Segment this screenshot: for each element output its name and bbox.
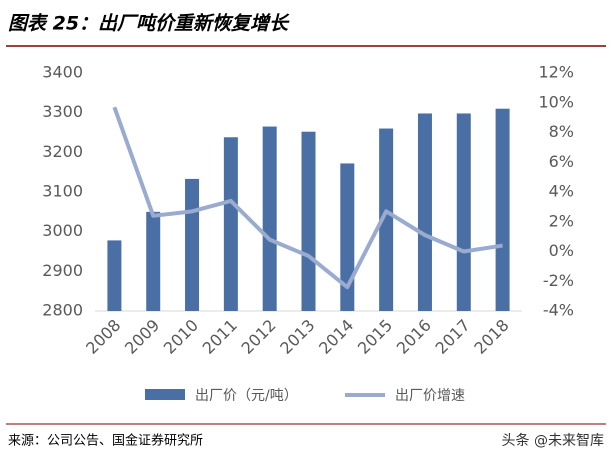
y-tick-label: 3000 bbox=[42, 221, 83, 240]
legend-label: 出厂价（元/吨） bbox=[195, 388, 298, 404]
watermark: 头条 @未来智库 bbox=[502, 432, 604, 449]
x-tick-label: 2014 bbox=[315, 316, 357, 358]
bar bbox=[379, 128, 394, 311]
chart-title: 图表 25：出厂吨价重新恢复增长 bbox=[8, 13, 290, 35]
x-tick-label: 2015 bbox=[354, 316, 396, 358]
line bbox=[112, 106, 503, 290]
y2-tick-label: 12% bbox=[538, 63, 574, 82]
x-tick-label: 2016 bbox=[393, 316, 435, 358]
y2-tick-label: -2% bbox=[543, 271, 574, 290]
x-tick-label: 2013 bbox=[276, 316, 318, 358]
x-tick-label: 2018 bbox=[470, 316, 512, 358]
y2-tick-label: 8% bbox=[549, 122, 574, 141]
bar bbox=[340, 163, 355, 311]
bar bbox=[223, 137, 238, 311]
y2-tick-label: -4% bbox=[543, 301, 574, 320]
bar bbox=[262, 126, 277, 311]
x-tick-label: 2010 bbox=[160, 316, 202, 358]
y-tick-label: 2900 bbox=[42, 261, 83, 280]
y-tick-label: 3100 bbox=[42, 182, 83, 201]
bar bbox=[185, 178, 200, 311]
y2-tick-label: 10% bbox=[538, 92, 574, 111]
bar bbox=[417, 113, 432, 312]
bar bbox=[107, 240, 122, 311]
x-tick-label: 2012 bbox=[237, 316, 279, 358]
y2-tick-label: 6% bbox=[549, 152, 574, 171]
y2-tick-label: 2% bbox=[549, 211, 574, 230]
y-tick-label: 3300 bbox=[42, 102, 83, 121]
y-tick-label: 3200 bbox=[42, 142, 83, 161]
bar bbox=[146, 211, 161, 311]
legend-swatch bbox=[145, 389, 185, 400]
bar bbox=[456, 113, 471, 312]
y-tick-label: 3400 bbox=[42, 63, 83, 82]
x-tick-label: 2009 bbox=[121, 316, 163, 358]
x-tick-label: 2017 bbox=[432, 316, 474, 358]
x-tick-label: 2011 bbox=[199, 316, 241, 358]
legend-label: 出厂价增速 bbox=[395, 388, 465, 404]
y2-tick-label: 4% bbox=[549, 182, 574, 201]
source: 来源：公司公告、国金证券研究所 bbox=[8, 433, 203, 449]
y2-tick-label: 0% bbox=[549, 241, 574, 260]
x-tick-label: 2008 bbox=[82, 316, 124, 358]
bar bbox=[495, 108, 510, 311]
y-tick-label: 2800 bbox=[42, 301, 83, 320]
bar bbox=[301, 131, 316, 311]
